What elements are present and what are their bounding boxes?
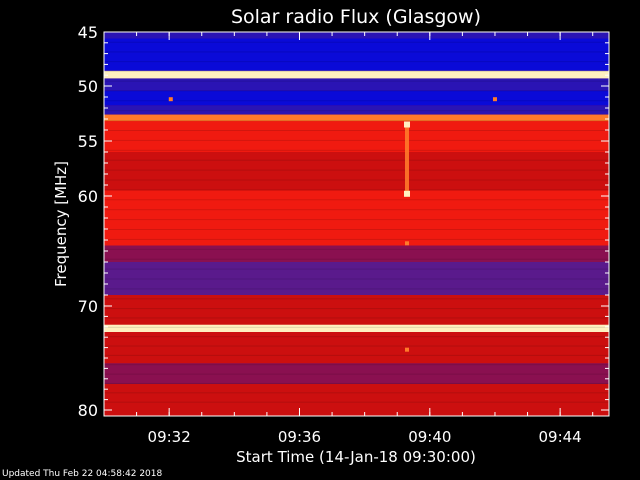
texture-line (104, 288, 609, 290)
burst-peak (404, 190, 410, 197)
frequency-band (104, 152, 609, 191)
frequency-band (104, 324, 609, 332)
texture-line (104, 110, 609, 112)
frequency-band (104, 190, 609, 246)
frequency-band (104, 78, 609, 91)
texture-line (104, 159, 609, 161)
y-tick-label: 60 (78, 187, 98, 206)
frequency-band (104, 90, 609, 106)
texture-line (104, 298, 609, 300)
texture-line (104, 278, 609, 280)
texture-line (104, 90, 609, 92)
burst-features (168, 97, 497, 352)
y-tick-label: 50 (78, 77, 98, 96)
texture-line (104, 149, 609, 151)
texture-line (104, 229, 609, 230)
texture-line (104, 317, 609, 319)
radio-burst (405, 124, 409, 194)
texture-line (104, 130, 609, 131)
y-tick-label: 45 (78, 23, 98, 42)
y-axis: 45 50 55 60 70 80 (78, 23, 609, 420)
chart-title: Solar radio Flux (Glasgow) (231, 6, 481, 28)
frequency-band (104, 245, 609, 262)
frequency-band (104, 384, 609, 410)
frequency-band (104, 114, 609, 122)
texture-line (104, 139, 609, 141)
texture-line (104, 209, 609, 211)
y-axis-label: Frequency [MHz] (52, 161, 70, 287)
texture-line (104, 345, 609, 347)
frequency-band (104, 105, 609, 115)
texture-line (104, 61, 609, 63)
frequency-band (104, 121, 609, 152)
x-tick-label: 09:32 (148, 428, 191, 446)
frequency-band (104, 363, 609, 384)
signal-spot (168, 97, 173, 102)
texture-line (104, 392, 609, 394)
x-tick-label: 09:36 (278, 428, 321, 446)
texture-line (104, 401, 609, 403)
updated-timestamp: Updated Thu Feb 22 04:58:42 2018 (2, 469, 163, 479)
texture-line (104, 179, 609, 181)
texture-line (104, 268, 609, 270)
texture-line (104, 248, 609, 250)
signal-spot (405, 241, 409, 246)
frequency-band (104, 295, 609, 325)
texture-line (104, 354, 609, 356)
y-tick-label: 70 (78, 297, 98, 316)
texture-line (104, 382, 609, 384)
texture-line (104, 70, 609, 72)
y-tick-label: 80 (78, 401, 98, 420)
burst-peak (404, 121, 410, 128)
spectrogram-plot-area (104, 32, 609, 416)
texture-line (104, 364, 609, 366)
frequency-band (104, 262, 609, 295)
texture-line (104, 258, 609, 260)
y-tick-label: 55 (78, 132, 98, 151)
x-tick-label: 09:44 (539, 428, 582, 446)
texture-line (104, 189, 609, 191)
frequency-band (104, 32, 609, 39)
signal-spot (492, 97, 497, 102)
texture-line (104, 326, 609, 328)
plot-border (103, 31, 610, 417)
frequency-band (104, 332, 609, 364)
texture-line (104, 336, 609, 338)
signal-spot (405, 347, 409, 352)
frequency-band (104, 70, 609, 79)
texture-line (104, 41, 609, 43)
plot-frame (103, 31, 610, 417)
x-axis-label: Start Time (14-Jan-18 09:30:00) (236, 448, 476, 466)
texture-line (104, 120, 609, 122)
frequency-band (104, 38, 609, 71)
texture-line (104, 100, 609, 102)
texture-line (104, 373, 609, 375)
texture-line (104, 308, 609, 310)
texture-line (104, 51, 609, 53)
texture-line (104, 80, 609, 82)
texture-line (104, 238, 609, 240)
texture-line (104, 169, 609, 171)
texture-line (104, 199, 609, 201)
x-axis: 09:32 09:36 09:40 09:44 (103, 32, 594, 446)
x-tick-label: 09:40 (408, 428, 451, 446)
texture-line (104, 219, 609, 221)
